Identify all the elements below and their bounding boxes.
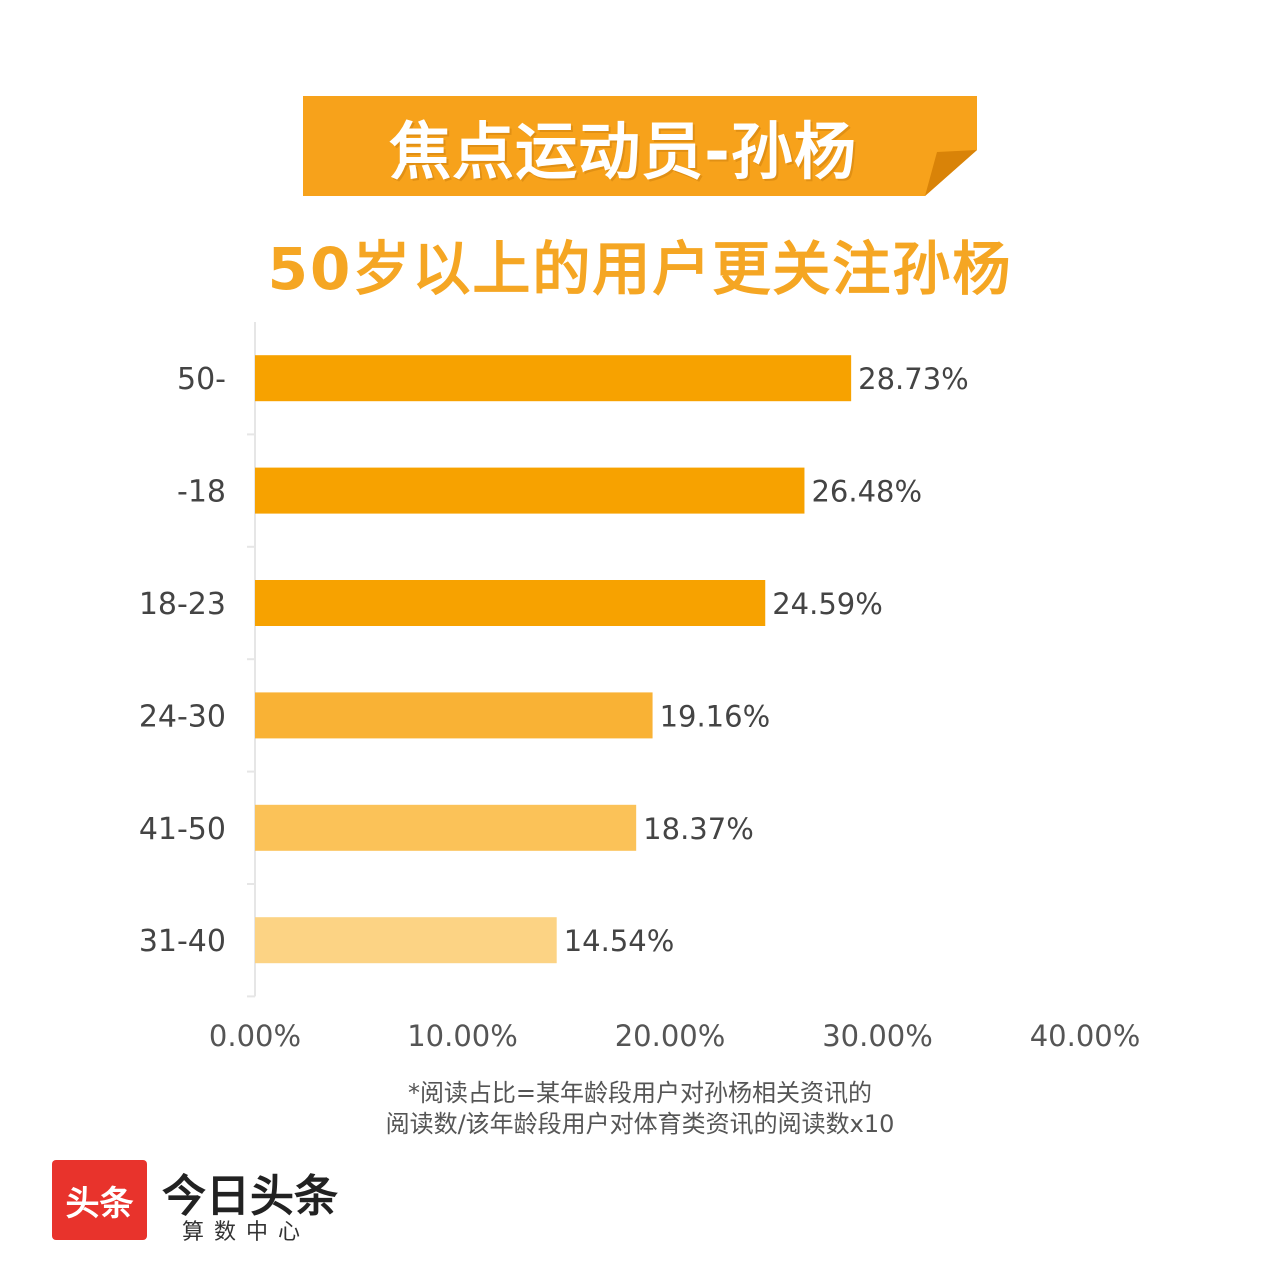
horizontal-bar-chart: 50- -18 18-23 24-30 41-50 31-40 28.73% 26.48% 2… [139, 322, 1141, 1053]
category-label: 50- [177, 362, 226, 397]
footnote-line-1: *阅读占比=某年龄段用户对孙杨相关资讯的 [407, 1079, 873, 1107]
bar [255, 804, 637, 851]
bar [255, 692, 653, 739]
bar [255, 355, 852, 402]
logo-name: 今日头条 [162, 1171, 338, 1222]
category-label: 41-50 [139, 812, 226, 847]
banner-title: 焦点运动员-孙杨 [389, 115, 857, 188]
category-label: 31-40 [139, 924, 226, 959]
bar [255, 467, 805, 514]
title-banner [303, 96, 977, 196]
banner-page-fold [925, 150, 977, 196]
x-tick-label: 0.00% [209, 1019, 301, 1053]
logo-icon-text: 头条 [65, 1183, 134, 1224]
bar-value-label: 18.37% [643, 812, 754, 846]
x-tick-label: 30.00% [822, 1019, 933, 1053]
bar [255, 917, 557, 964]
category-label: 18-23 [139, 587, 226, 622]
footnote-line-2: 阅读数/该年龄段用户对体育类资讯的阅读数x10 [385, 1110, 895, 1138]
bar-value-label: 24.59% [772, 587, 883, 621]
bar-value-label: 19.16% [660, 699, 771, 733]
bar-value-label: 14.54% [564, 924, 675, 958]
x-tick-label: 10.00% [407, 1019, 518, 1053]
category-label: 24-30 [139, 699, 226, 734]
footnote: *阅读占比=某年龄段用户对孙杨相关资讯的 阅读数/该年龄段用户对体育类资讯的阅读… [0, 1078, 1280, 1140]
bar-value-label: 28.73% [858, 362, 969, 396]
category-label: -18 [177, 475, 226, 510]
logo-subtitle: 算数中心 [182, 1220, 311, 1245]
x-tick-label: 40.00% [1030, 1019, 1141, 1053]
bar [255, 580, 766, 626]
toutiao-logo: 头条 今日头条 算数中心 [52, 1152, 352, 1252]
chart-subtitle: 50岁以上的用户更关注孙杨 [267, 235, 1013, 303]
banner-background [303, 96, 977, 196]
x-tick-label: 20.00% [615, 1019, 726, 1053]
logo-icon: 头条 [52, 1160, 147, 1240]
bar-value-label: 26.48% [811, 475, 922, 509]
